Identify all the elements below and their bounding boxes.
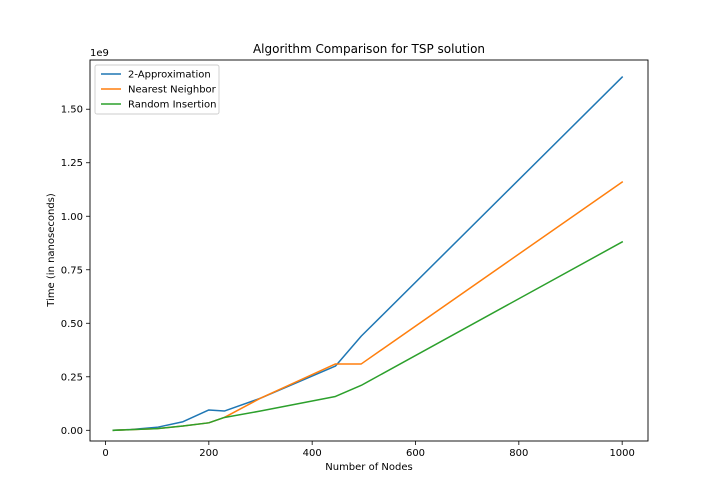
x-tick-label: 800 [509, 448, 528, 459]
x-axis-label: Number of Nodes [325, 462, 412, 473]
y-tick-label: 0.25 [61, 372, 83, 383]
y-axis-label: Time (in nanoseconds) [46, 193, 57, 308]
series-line-random-insertion [112, 240, 624, 432]
plot-frame [89, 59, 649, 442]
x-tick-label: 0 [102, 448, 108, 459]
legend-label: 2-Approximation [128, 70, 211, 81]
y-scale-offset-label: 1e9 [90, 48, 109, 59]
series-layer [112, 76, 624, 432]
y-tick-label: 1.00 [61, 212, 83, 223]
legend-frame [94, 64, 220, 115]
y-axis: 0.00 0.25 0.50 0.75 1.00 1.25 1.50 [61, 105, 90, 437]
legend: 2-Approximation Nearest Neighbor Random In… [94, 64, 220, 115]
y-tick-label: 1.50 [61, 105, 83, 116]
x-tick-label: 1000 [609, 448, 634, 459]
x-tick-label: 400 [303, 448, 322, 459]
y-tick-label: 1.25 [61, 158, 83, 169]
x-tick-label: 200 [199, 448, 218, 459]
x-tick-label: 600 [406, 448, 425, 459]
chart-title: Algorithm Comparison for TSP solution [253, 42, 485, 56]
x-axis: 0 200 400 600 800 1000 [102, 441, 635, 459]
legend-label: Random Insertion [128, 100, 217, 111]
plot-background [90, 60, 648, 441]
y-tick-label: 0.75 [61, 265, 83, 276]
y-tick-label: 0.00 [61, 426, 83, 437]
y-tick-label: 0.50 [61, 319, 83, 330]
series-line-2-approximation [112, 76, 624, 432]
legend-label: Nearest Neighbor [128, 85, 217, 96]
